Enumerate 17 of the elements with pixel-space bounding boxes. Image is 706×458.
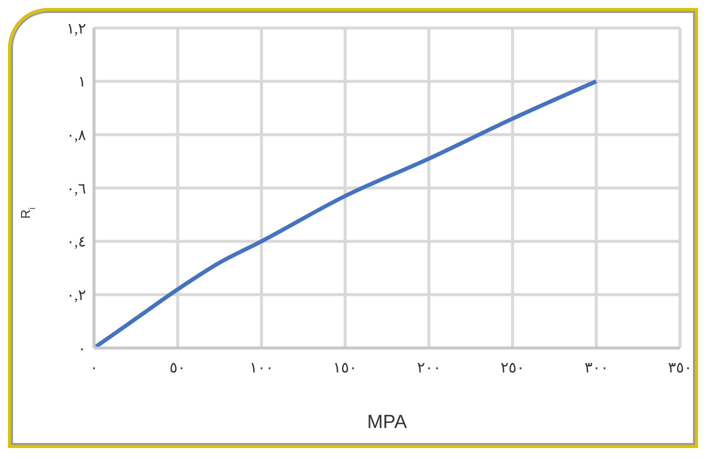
y-tick-label: ٠,٦ (66, 181, 86, 198)
x-tick-label: ٠ (90, 360, 98, 377)
y-tick-label: ٠,٤ (66, 234, 86, 251)
x-tick-label: ٢٥٠ (500, 360, 525, 377)
y-tick-label: ٠ (78, 341, 86, 358)
x-axis-title: MPA (367, 412, 408, 433)
x-tick-label: ١٠٠ (249, 360, 274, 377)
y-tick-label: ٠,٨ (66, 128, 86, 144)
x-tick-label: ٣٠٠ (584, 360, 608, 377)
x-tick-label: ١٥٠ (333, 360, 358, 377)
x-tick-label: ٢٠٠ (416, 360, 441, 377)
y-tick-label: ١ (78, 74, 86, 91)
y-tick-label: ١,٢ (66, 21, 86, 38)
x-tick-label: ٥٠ (170, 360, 186, 377)
line-series (94, 79, 598, 348)
y-tick-label: ٠,٢ (66, 288, 86, 304)
x-tick-label: ٣٥٠ (668, 360, 692, 377)
